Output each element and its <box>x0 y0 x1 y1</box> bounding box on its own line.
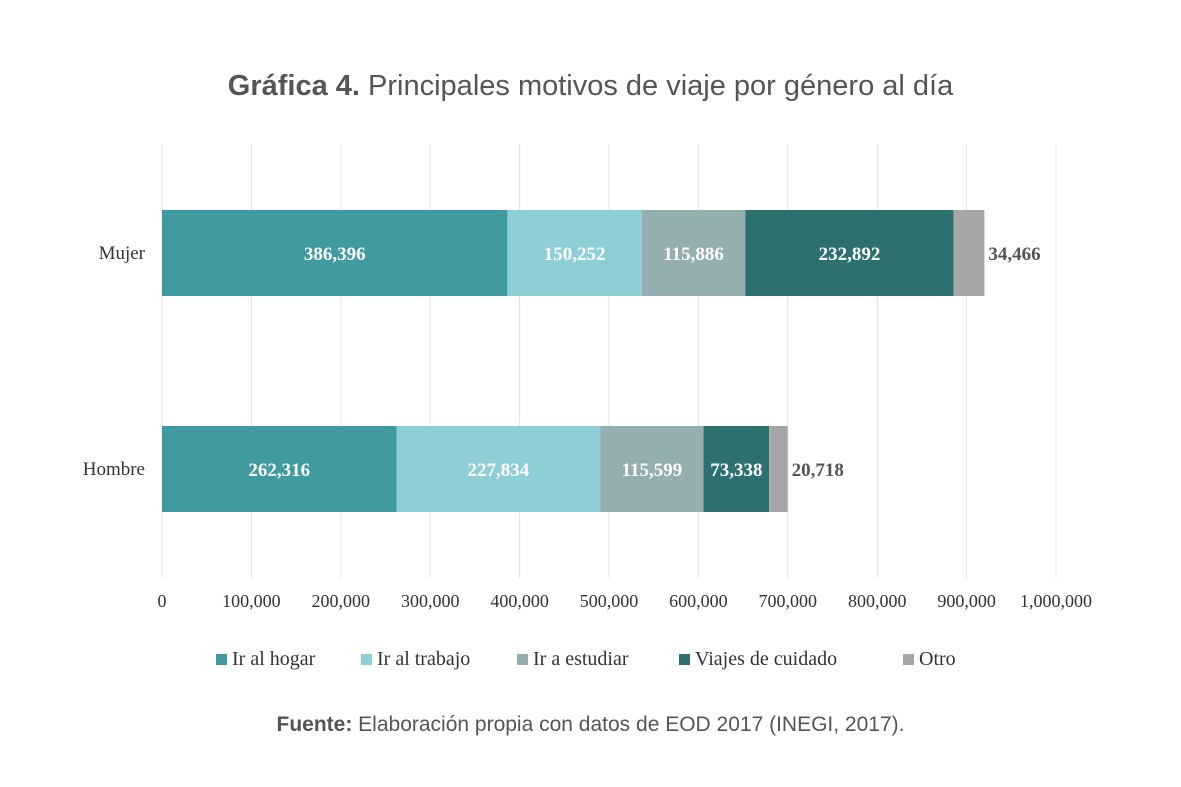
data-label: 34,466 <box>988 244 1040 265</box>
bar-segment <box>703 426 770 512</box>
legend-swatch <box>679 654 690 665</box>
bar-segment <box>953 210 985 296</box>
x-tick-label: 100,000 <box>222 591 281 611</box>
chart-title-text: Principales motivos de viaje por género … <box>359 70 954 102</box>
legend-item: Ir a estudiar <box>517 648 629 671</box>
x-tick-label: 1,000,000 <box>1020 591 1092 611</box>
x-tick-label: 800,000 <box>848 591 907 611</box>
x-tick-label: 400,000 <box>490 591 549 611</box>
legend-item: Viajes de cuidado <box>679 648 837 671</box>
bar-segment <box>769 426 788 512</box>
x-tick-label: 200,000 <box>312 591 371 611</box>
x-tick-label: 900,000 <box>937 591 996 611</box>
legend-swatch <box>517 654 528 665</box>
data-label: 386,396 <box>304 244 366 265</box>
data-label: 227,834 <box>467 460 529 481</box>
chart-legend: Ir al hogar Ir al trabajo Ir a estudiar Via… <box>0 648 1181 674</box>
legend-label: Ir al trabajo <box>377 648 471 670</box>
x-tick-label: 300,000 <box>401 591 460 611</box>
bar-segment <box>162 210 508 296</box>
legend-swatch <box>216 654 227 665</box>
source-note: Fuente: Elaboración propia con datos de … <box>0 713 1181 737</box>
source-label: Fuente: <box>276 713 353 736</box>
bar-segment <box>745 210 954 296</box>
source-text: Elaboración propia con datos de EOD 2017… <box>352 713 905 736</box>
x-tick-label: 500,000 <box>580 591 639 611</box>
legend-label: Ir a estudiar <box>533 648 629 670</box>
data-label: 73,338 <box>710 460 762 481</box>
bar-segment <box>641 210 746 296</box>
legend-item: Ir al hogar <box>216 648 315 671</box>
legend-item: Ir al trabajo <box>361 648 470 671</box>
x-tick-label: 600,000 <box>669 591 728 611</box>
legend-item: Otro <box>903 648 956 671</box>
bar-segment <box>507 210 642 296</box>
x-tick-label: 700,000 <box>759 591 818 611</box>
category-label: Hombre <box>83 459 145 480</box>
bar-segment <box>600 426 704 512</box>
data-label: 115,886 <box>663 244 724 265</box>
data-label: 115,599 <box>622 460 683 481</box>
legend-label: Ir al hogar <box>232 648 316 670</box>
legend-swatch <box>361 654 372 665</box>
x-tick-label: 0 <box>158 591 167 611</box>
bar-segment <box>396 426 601 512</box>
data-label: 150,252 <box>544 244 606 265</box>
data-label: 232,892 <box>819 244 881 265</box>
chart-title: Gráfica 4. Principales motivos de viaje … <box>0 70 1181 103</box>
category-label: Mujer <box>99 243 146 264</box>
data-label: 20,718 <box>792 460 844 481</box>
bar-segment <box>162 426 397 512</box>
legend-swatch <box>903 654 914 665</box>
legend-label: Viajes de cuidado <box>695 648 838 670</box>
chart-title-label: Gráfica 4. <box>227 70 360 102</box>
legend-label: Otro <box>919 648 956 670</box>
data-label: 262,316 <box>248 460 310 481</box>
